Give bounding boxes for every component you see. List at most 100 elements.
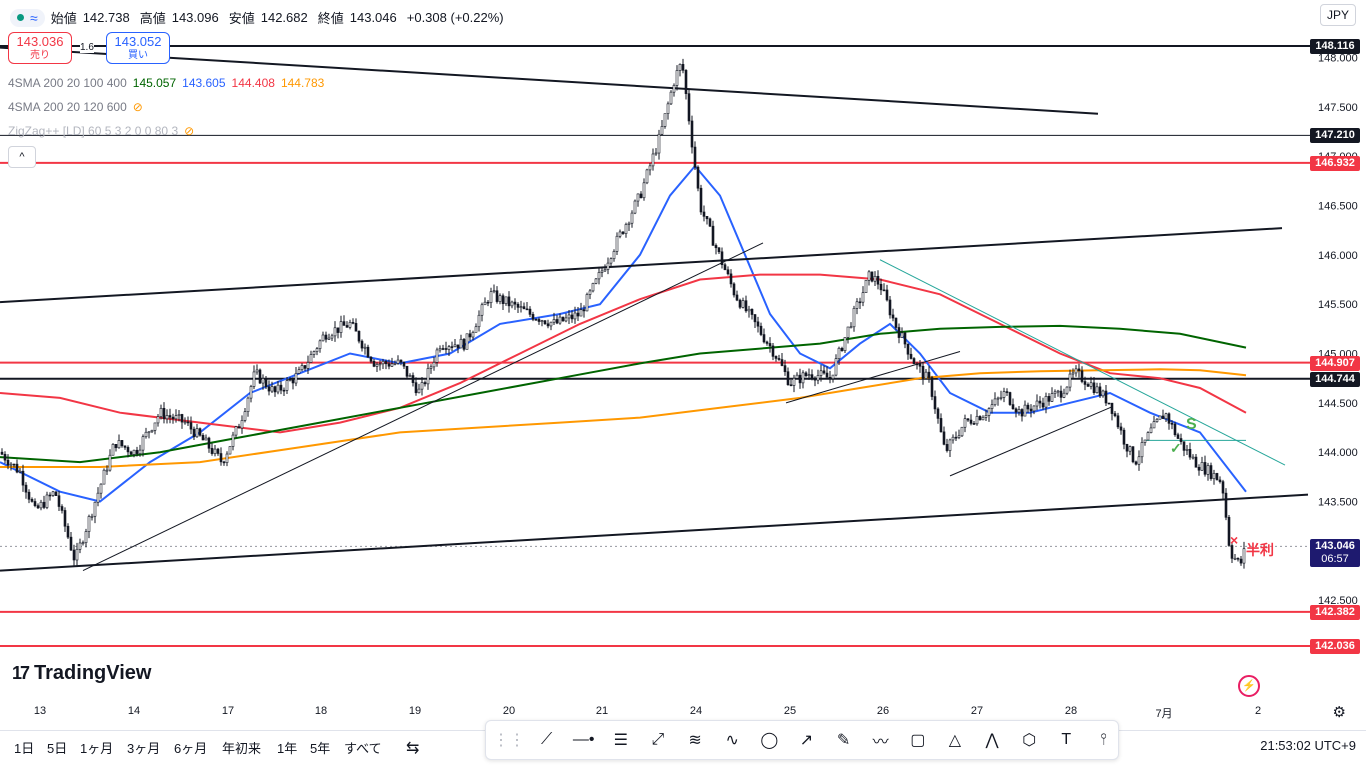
candle-body xyxy=(831,374,835,379)
candle-body xyxy=(156,416,160,424)
candle-body xyxy=(15,463,19,473)
horizontal-ray-icon[interactable]: —• xyxy=(572,731,595,748)
candle-body xyxy=(489,291,493,303)
candle-body xyxy=(804,372,808,376)
range-button[interactable]: 1日 xyxy=(14,741,35,756)
polyline-tool-icon[interactable]: ⬡ xyxy=(1022,732,1037,749)
range-button[interactable]: 1年 xyxy=(277,741,298,756)
candle-body xyxy=(1137,456,1141,465)
indicator-legend-2[interactable]: 4SMA 200 20 120 600 ⊘ xyxy=(8,100,143,114)
candle-body xyxy=(1236,557,1240,560)
drag-handle-icon[interactable]: ⋮⋮ xyxy=(493,732,525,749)
candle-body xyxy=(1206,465,1210,475)
text-tool-icon[interactable]: T xyxy=(1061,731,1072,748)
candle-body xyxy=(744,300,748,312)
range-button[interactable]: 1ヶ月 xyxy=(80,741,114,756)
candle-body xyxy=(648,165,652,171)
candle-body xyxy=(1122,429,1126,445)
time-tick-label: 25 xyxy=(783,705,797,717)
candle-body xyxy=(999,396,1003,399)
candle-body xyxy=(438,348,442,351)
range-button[interactable]: 6ヶ月 xyxy=(174,741,208,756)
ellipse-tool-icon[interactable]: ◯ xyxy=(760,732,779,749)
range-button[interactable]: 年初来 xyxy=(222,741,262,756)
range-button[interactable]: 5日 xyxy=(47,741,68,756)
curve-tool-icon[interactable]: ∿ xyxy=(725,732,739,749)
candle-body xyxy=(252,371,256,387)
settings-icon[interactable]: ⚙ xyxy=(1332,704,1346,721)
time-tick-label: 27 xyxy=(970,705,984,717)
lightning-icon[interactable]: ⚡ xyxy=(1238,675,1260,697)
candle-body xyxy=(495,290,499,302)
check-mark-icon: ✓ xyxy=(1170,440,1182,456)
trendline-tool-icon[interactable]: ⟋ xyxy=(540,731,553,748)
candle-body xyxy=(492,290,496,293)
fib-tool-icon[interactable]: ⤢ xyxy=(651,731,665,748)
price-level-label: 148.116 xyxy=(1310,39,1360,54)
time-tick-label: 21 xyxy=(595,705,609,717)
sell-button[interactable]: 143.036 売り xyxy=(8,32,72,64)
candle-body xyxy=(477,314,481,328)
candle-body xyxy=(711,225,715,246)
vertical-line-icon[interactable]: ⫯ xyxy=(1099,731,1107,748)
candle-body xyxy=(498,295,502,302)
tradingview-logo[interactable]: 17 TradingView xyxy=(12,662,151,685)
parallel-lines-icon[interactable]: ☰ xyxy=(613,732,628,749)
candle-body xyxy=(918,363,922,367)
candle-body xyxy=(1119,426,1123,431)
status-pill[interactable]: ≈ xyxy=(10,8,45,27)
channel-tool-icon[interactable]: ≋ xyxy=(688,732,702,749)
candle-body xyxy=(528,308,532,315)
candle-body xyxy=(300,365,304,371)
arrow-tool-icon[interactable]: ↗ xyxy=(799,732,814,749)
candle-body xyxy=(210,447,214,454)
candle-body xyxy=(1068,373,1072,388)
candle-body xyxy=(612,251,616,260)
candle-body xyxy=(195,428,199,438)
collapse-legend-button[interactable]: ^ xyxy=(8,146,36,168)
indicator-legend-1[interactable]: 4SMA 200 20 100 400 145.057 143.605 144.… xyxy=(8,76,324,90)
candle-body xyxy=(702,211,706,217)
candle-body xyxy=(633,200,637,214)
triangle-tool-icon[interactable]: △ xyxy=(948,732,962,749)
time-tick-label: 7月 xyxy=(1155,708,1173,720)
candle-body xyxy=(24,484,28,493)
hidden-eye-icon[interactable]: ⊘ xyxy=(132,100,143,114)
price-chart[interactable]: 148.000147.500147.000146.500146.000145.5… xyxy=(0,0,1366,700)
candle-body xyxy=(417,388,421,394)
indicator-legend-3[interactable]: ZigZag++ [LD] 60 5 3 2 0 0 80 3 ⊘ xyxy=(8,124,194,138)
candle-body xyxy=(759,325,763,335)
hidden-eye-icon[interactable]: ⊘ xyxy=(184,124,195,138)
candle-body xyxy=(579,309,583,317)
candle-body xyxy=(162,407,166,420)
buy-button[interactable]: 143.052 買い xyxy=(106,32,170,64)
candle-body xyxy=(204,437,208,441)
candle-body xyxy=(42,501,46,508)
range-button[interactable]: 3ヶ月 xyxy=(127,741,161,756)
candle-body xyxy=(318,340,322,349)
brush-tool-icon[interactable]: ✎ xyxy=(836,732,851,749)
pattern-tool-icon[interactable]: ⋀ xyxy=(985,732,999,749)
candle-body xyxy=(120,440,124,447)
candle-body xyxy=(1188,449,1192,458)
candle-body xyxy=(720,251,724,266)
candle-body xyxy=(108,454,112,471)
currency-selector[interactable]: JPY xyxy=(1319,4,1356,26)
candle-body xyxy=(432,362,436,368)
candle-body xyxy=(87,516,91,532)
price-tick-label: 146.500 xyxy=(1318,200,1358,212)
candle-body xyxy=(456,344,460,349)
indicator-name: 4SMA 200 20 100 400 xyxy=(8,76,127,90)
candle-body xyxy=(117,440,121,449)
candle-body xyxy=(36,505,40,509)
candle-body xyxy=(666,103,670,114)
candle-body xyxy=(1077,368,1081,372)
range-button[interactable]: すべて xyxy=(344,741,382,756)
range-button[interactable]: 5年 xyxy=(310,741,331,756)
candle-body xyxy=(159,407,163,417)
path-tool-icon[interactable]: 〰 xyxy=(872,734,889,751)
candle-body xyxy=(1020,409,1024,417)
candle-body xyxy=(588,290,592,295)
rectangle-tool-icon[interactable]: ▢ xyxy=(910,732,926,749)
goto-date-icon[interactable]: ⇆ xyxy=(406,740,420,757)
